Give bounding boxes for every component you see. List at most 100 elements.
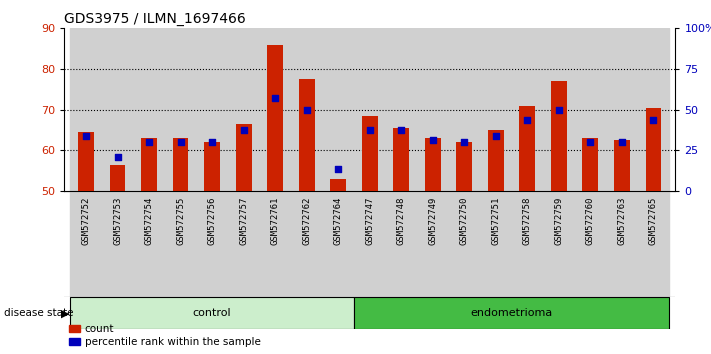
Bar (449, 28, 480, 191)
Bar (165, 191, 196, 297)
Bar (196, 191, 228, 297)
Bar (204, 142, 220, 191)
Bar (511, 28, 543, 191)
Bar (228, 191, 260, 297)
Bar (638, 191, 669, 297)
Bar (323, 191, 354, 297)
Bar (574, 191, 606, 297)
Bar (393, 128, 409, 191)
Point (648, 117, 659, 123)
Text: GSM572760: GSM572760 (586, 196, 595, 245)
Bar (449, 191, 480, 297)
Text: GSM572765: GSM572765 (649, 196, 658, 245)
Bar (646, 108, 661, 191)
Bar (260, 191, 291, 297)
Point (238, 127, 250, 133)
Point (616, 139, 628, 145)
Text: GSM572756: GSM572756 (208, 196, 217, 245)
Text: disease state: disease state (4, 308, 73, 318)
Bar (165, 28, 196, 191)
Point (553, 107, 565, 113)
Point (459, 139, 470, 145)
Text: GDS3975 / ILMN_1697466: GDS3975 / ILMN_1697466 (64, 12, 246, 26)
Point (333, 166, 344, 172)
Bar (456, 142, 472, 191)
Bar (331, 179, 346, 191)
Text: GSM572758: GSM572758 (523, 196, 532, 245)
Text: GSM572752: GSM572752 (82, 196, 90, 245)
Bar (228, 28, 260, 191)
Bar (551, 81, 567, 191)
Bar (425, 138, 441, 191)
Bar (417, 28, 449, 191)
Text: GSM572757: GSM572757 (239, 196, 248, 245)
Text: ▶: ▶ (61, 308, 70, 318)
Bar (291, 191, 323, 297)
Bar (574, 28, 606, 191)
Bar (109, 165, 125, 191)
Text: GSM572763: GSM572763 (617, 196, 626, 245)
Point (112, 154, 123, 159)
Text: GSM572764: GSM572764 (333, 196, 343, 245)
Text: control: control (193, 308, 232, 318)
Bar (385, 28, 417, 191)
Bar (134, 191, 165, 297)
Bar (173, 138, 188, 191)
Bar (196, 28, 228, 191)
Bar (614, 140, 630, 191)
Bar (362, 116, 378, 191)
Point (522, 117, 533, 123)
Point (175, 139, 186, 145)
Bar (141, 138, 157, 191)
Bar (385, 191, 417, 297)
Bar (543, 191, 574, 297)
Legend: count, percentile rank within the sample: count, percentile rank within the sample (69, 324, 261, 347)
Text: GSM572751: GSM572751 (491, 196, 501, 245)
FancyBboxPatch shape (70, 297, 354, 329)
FancyBboxPatch shape (354, 297, 669, 329)
Point (395, 127, 407, 133)
Text: GSM572762: GSM572762 (302, 196, 311, 245)
Bar (70, 28, 102, 191)
Point (427, 137, 439, 143)
Text: GSM572747: GSM572747 (365, 196, 374, 245)
Bar (606, 28, 638, 191)
Bar (480, 28, 511, 191)
Text: GSM572759: GSM572759 (555, 196, 563, 245)
Bar (102, 28, 134, 191)
Bar (582, 138, 598, 191)
Point (364, 127, 375, 133)
Bar (299, 79, 314, 191)
Bar (78, 132, 94, 191)
Bar (488, 130, 503, 191)
Bar (236, 124, 252, 191)
Bar (354, 28, 385, 191)
Text: GSM572753: GSM572753 (113, 196, 122, 245)
Bar (511, 191, 543, 297)
Text: GSM572761: GSM572761 (271, 196, 279, 245)
Point (584, 139, 596, 145)
Bar (267, 45, 283, 191)
Bar (480, 191, 511, 297)
Point (490, 133, 501, 139)
Text: GSM572754: GSM572754 (144, 196, 154, 245)
Point (206, 139, 218, 145)
Bar (102, 191, 134, 297)
Text: endometrioma: endometrioma (471, 308, 552, 318)
Bar (606, 191, 638, 297)
Bar (638, 28, 669, 191)
Bar (134, 28, 165, 191)
Bar (543, 28, 574, 191)
Bar (354, 191, 385, 297)
Text: GSM572749: GSM572749 (428, 196, 437, 245)
Text: GSM572755: GSM572755 (176, 196, 185, 245)
Bar (291, 28, 323, 191)
Point (269, 95, 281, 100)
Bar (260, 28, 291, 191)
Text: GSM572748: GSM572748 (397, 196, 406, 245)
Point (144, 139, 155, 145)
Bar (70, 191, 102, 297)
Point (80, 133, 92, 139)
Point (301, 107, 312, 113)
Bar (417, 191, 449, 297)
